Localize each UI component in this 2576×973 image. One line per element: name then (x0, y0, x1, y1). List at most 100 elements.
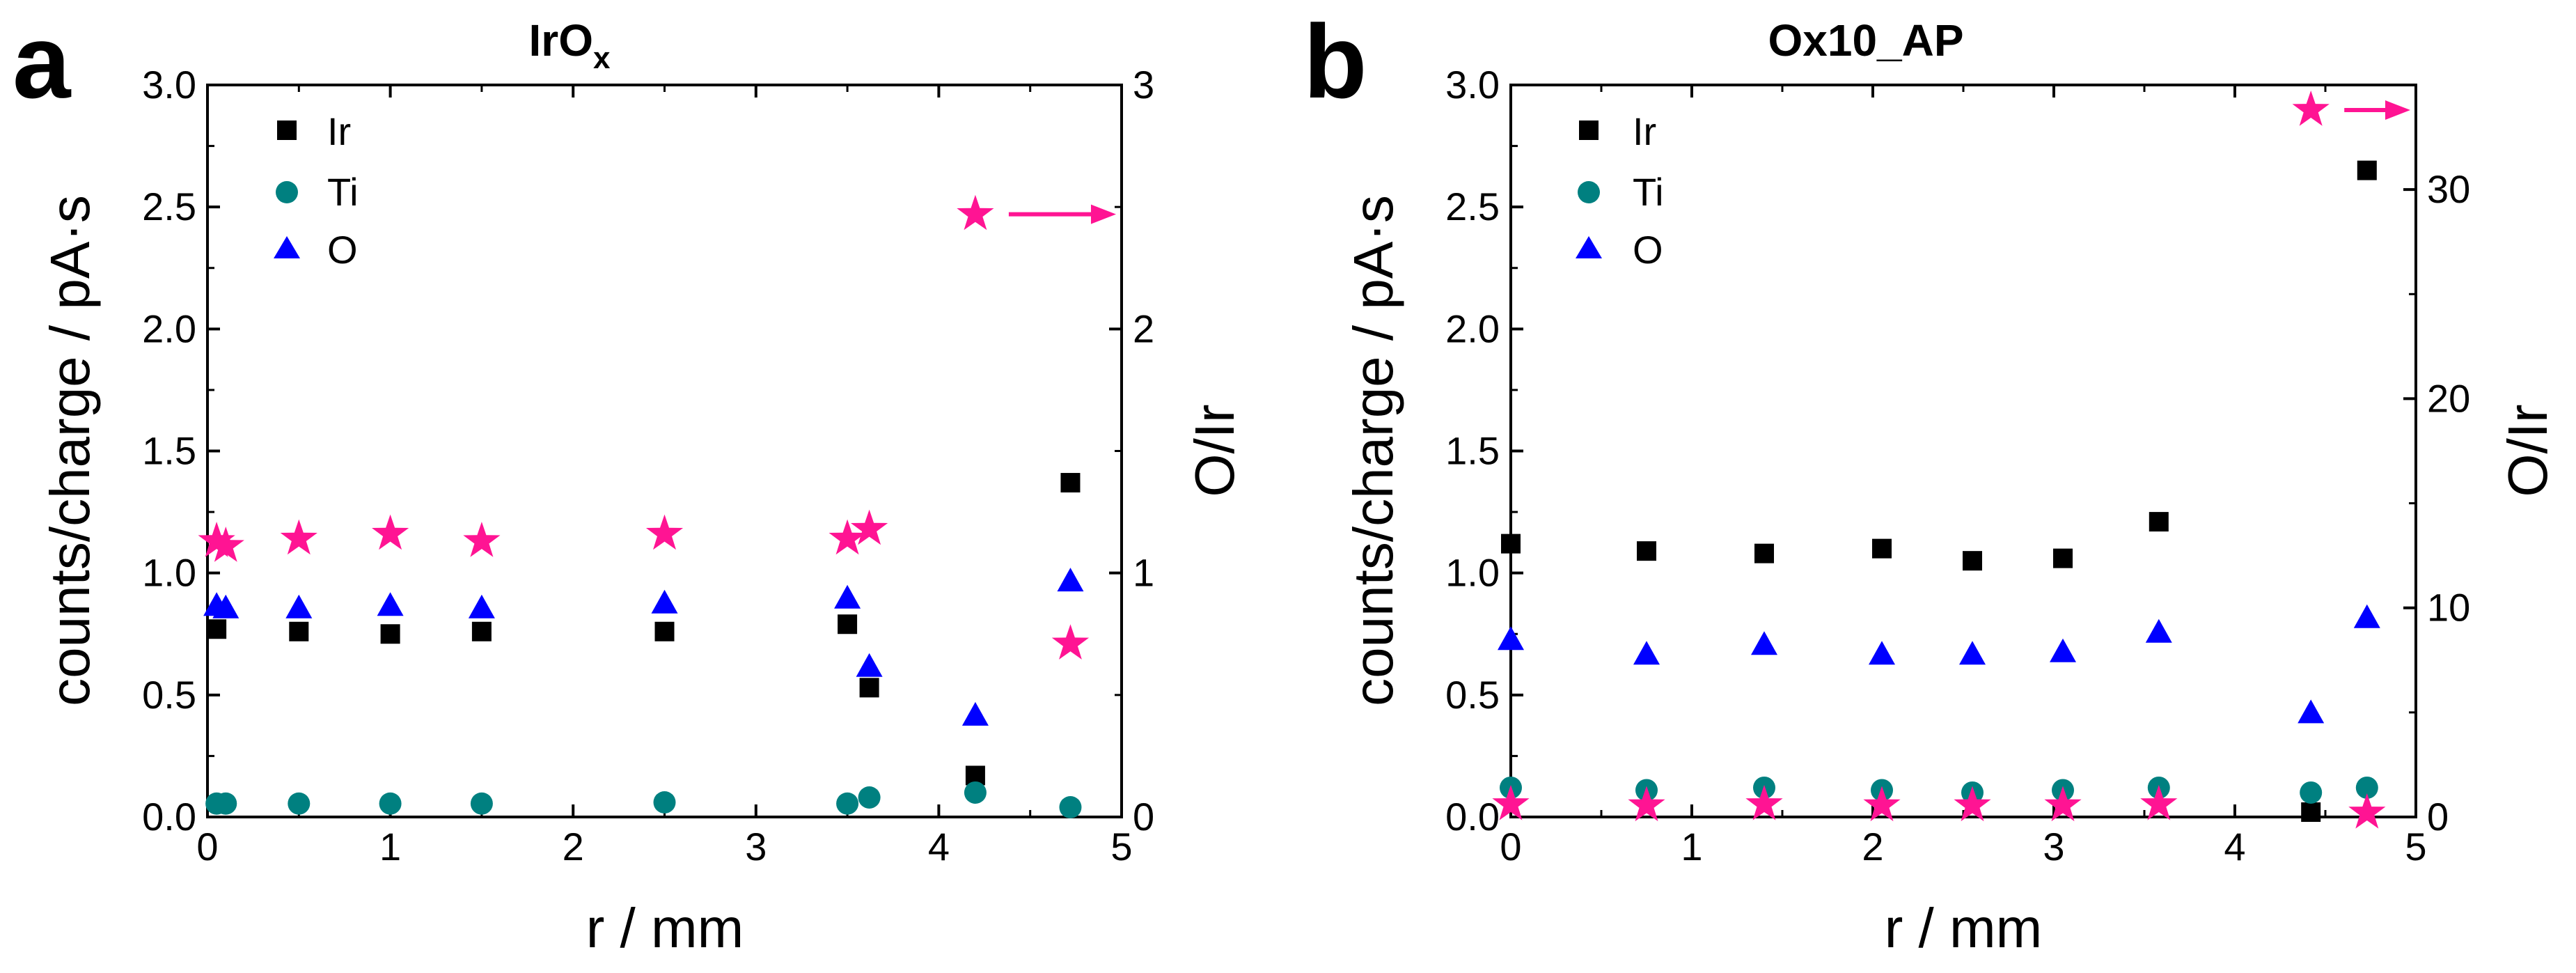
point-o-a (377, 592, 404, 616)
y-tick-label-a: 2.0 (142, 306, 196, 350)
point-ti-a (214, 792, 237, 815)
point-ir-b (1963, 551, 1982, 571)
x-tick-label-b: 5 (2405, 825, 2426, 869)
point-ti-a (470, 792, 493, 815)
point-o-ir-b (2044, 786, 2082, 822)
point-ir-a (471, 621, 492, 641)
point-o-ir-a (463, 522, 501, 557)
y2-axis-label-b: O/Ir (2497, 404, 2559, 497)
point-o-a (212, 594, 239, 618)
y2-axis-label-a: O/Ir (1184, 404, 1246, 497)
point-o-b (1498, 626, 1524, 651)
point-ti-b (2300, 781, 2323, 804)
legend-label-o-a: O (327, 228, 358, 272)
panel-b: b Ox10_AP r / mm counts/charge / pA·s O/… (1303, 3, 2559, 959)
point-o-ir-b (1745, 785, 1783, 820)
y-tick-label-a: 3.0 (142, 63, 196, 107)
panel-letter-b: b (1303, 3, 1367, 120)
point-o-ir-b (1863, 786, 1901, 822)
point-o-a (1057, 568, 1084, 592)
y-tick-label-a: 1.0 (142, 551, 196, 595)
x-tick-label-a: 4 (928, 825, 950, 869)
annotation-star-a (957, 194, 994, 231)
y-tick-label-b: 0.0 (1445, 795, 1500, 839)
point-o-ir-b (1954, 786, 1991, 822)
point-o-ir-a (645, 514, 684, 550)
y2-tick-label-a: 0 (1133, 795, 1154, 839)
point-ti-b (2355, 776, 2378, 799)
y-tick-label-b: 3.0 (1445, 63, 1500, 107)
legend-a: Ir Ti O (274, 109, 359, 272)
point-ir-b (1637, 541, 1656, 561)
x-tick-label-a: 3 (745, 825, 767, 869)
y-tick-label-a: 0.5 (142, 673, 196, 717)
point-o-ir-a (828, 519, 866, 555)
point-o-b (1751, 631, 1777, 655)
point-o-b (2298, 699, 2325, 724)
ticks-a: 0 1 2 3 4 5 0.0 0.5 1.0 1.5 2.0 2.5 3.0 0 1 2 3 (142, 63, 1154, 869)
point-ir-a (859, 678, 879, 698)
point-ir-b (1501, 534, 1521, 554)
y-tick-label-a: 2.5 (142, 185, 196, 228)
x-tick-label-b: 2 (1862, 825, 1883, 869)
legend-marker-o-b (1576, 236, 1602, 258)
point-ti-a (836, 792, 859, 815)
y2-tick-label-a: 3 (1133, 63, 1154, 107)
y-axis-label-a: counts/charge / pA·s (39, 195, 101, 706)
point-o-b (2353, 604, 2380, 628)
point-ir-a (207, 619, 227, 639)
annotation-arrow-head-b (2385, 100, 2410, 120)
y2-tick-label-a: 1 (1133, 551, 1154, 595)
point-ir-b (2301, 802, 2321, 822)
marks-b (1492, 91, 2410, 829)
point-ir-b (2053, 548, 2073, 568)
panel-a: a IrOx r / mm counts/charge / pA·s O/Ir … (13, 3, 1246, 959)
y2-tick-label-a: 2 (1133, 306, 1154, 350)
point-o-b (1633, 641, 1660, 665)
y2-tick-label-b: 20 (2427, 376, 2470, 420)
y-tick-label-a: 0.0 (142, 795, 196, 839)
annotation-star-b (2292, 91, 2330, 126)
x-tick-label-b: 1 (1681, 825, 1702, 869)
point-o-ir-b (2348, 793, 2386, 829)
point-o-b (2145, 618, 2172, 643)
point-o-b (2050, 638, 2076, 662)
x-axis-label-a: r / mm (586, 897, 744, 959)
legend-marker-o-a (274, 236, 300, 258)
chart-title-a: IrOx (529, 15, 611, 75)
y-tick-label-b: 2.5 (1445, 185, 1500, 228)
point-ti-a (964, 781, 987, 804)
point-o-b (1869, 641, 1895, 665)
panel-letter-a: a (13, 3, 72, 120)
point-ir-b (2149, 512, 2169, 532)
point-o-a (856, 653, 883, 677)
marks-a (198, 194, 1116, 818)
legend-marker-ir-b (1579, 120, 1599, 140)
legend-label-ti-a: Ti (327, 170, 359, 214)
x-tick-label-a: 2 (563, 825, 584, 869)
point-ir-a (1060, 473, 1081, 493)
point-o-ir-b (1492, 785, 1530, 820)
point-o-ir-a (372, 514, 409, 550)
point-o-ir-a (207, 527, 244, 562)
point-o-ir-b (1628, 786, 1665, 822)
x-axis-label-b: r / mm (1885, 897, 2043, 959)
point-o-a (834, 584, 861, 609)
legend-marker-ir-a (277, 120, 297, 140)
x-tick-label-b: 4 (2224, 825, 2245, 869)
x-tick-label-b: 3 (2043, 825, 2064, 869)
x-tick-label-a: 0 (196, 825, 218, 869)
point-ir-b (1872, 538, 1892, 559)
point-o-a (961, 701, 989, 726)
point-o-b (1959, 641, 1986, 665)
y2-tick-label-b: 0 (2427, 795, 2449, 839)
legend-label-o-b: O (1633, 228, 1663, 272)
point-o-ir-a (198, 522, 235, 557)
point-ti-a (653, 791, 676, 814)
y2-tick-label-b: 30 (2427, 167, 2470, 211)
x-tick-label-b: 0 (1500, 825, 1521, 869)
x-tick-label-a: 1 (379, 825, 401, 869)
y-tick-label-b: 1.5 (1445, 429, 1500, 473)
